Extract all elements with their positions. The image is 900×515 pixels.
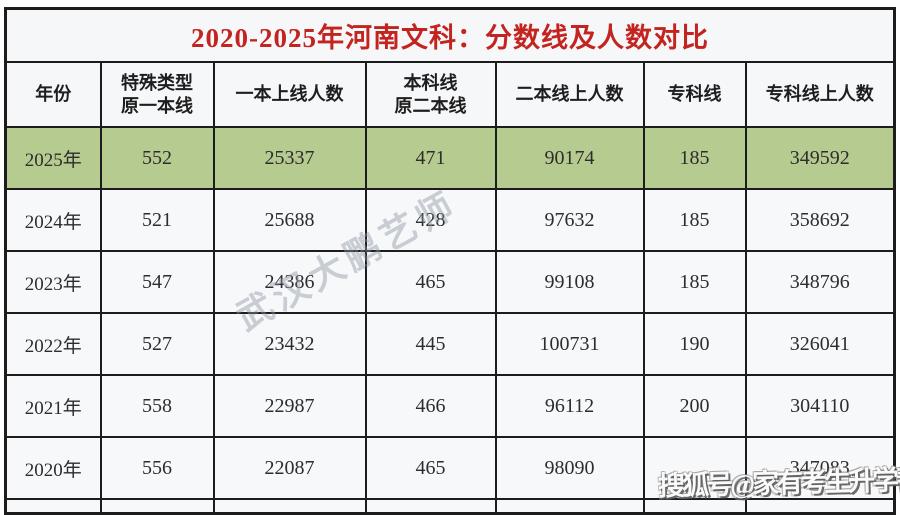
column-header: 专科线 xyxy=(642,61,747,128)
table-row: 2025年 552 25337 471 90174 185 349592 xyxy=(4,126,896,190)
value-cell: 358692 xyxy=(744,188,896,252)
year-cell: 2023年 xyxy=(4,250,102,314)
column-header: 二本线上人数 xyxy=(494,61,645,128)
table-row: 2022年 527 23432 445 100731 190 326041 xyxy=(4,312,896,376)
value-cell: 22087 xyxy=(212,436,367,500)
value-cell: 200 xyxy=(642,374,747,438)
value-cell: 465 xyxy=(364,436,497,500)
value-cell: 556 xyxy=(99,436,215,500)
clipped-cell xyxy=(212,498,367,515)
value-cell: 185 xyxy=(642,126,747,190)
value-cell: 97632 xyxy=(494,188,645,252)
value-cell: 23432 xyxy=(212,312,367,376)
clipped-cell xyxy=(99,498,215,515)
value-cell: 25688 xyxy=(212,188,367,252)
value-cell: 185 xyxy=(642,188,747,252)
value-cell: 558 xyxy=(99,374,215,438)
value-cell: 466 xyxy=(364,374,497,438)
value-cell xyxy=(642,436,747,500)
column-header: 年份 xyxy=(4,61,102,128)
value-cell: 547 xyxy=(99,250,215,314)
table-row: 2023年 547 24386 465 99108 185 348796 xyxy=(4,250,896,314)
title-row: 2020-2025年河南文科：分数线及人数对比 xyxy=(4,7,896,63)
value-cell: 527 xyxy=(99,312,215,376)
clipped-cell xyxy=(4,498,102,515)
clipped-cell xyxy=(364,498,497,515)
table-row: 2021年 558 22987 466 96112 200 304110 xyxy=(4,374,896,438)
value-cell: 445 xyxy=(364,312,497,376)
value-cell: 25337 xyxy=(212,126,367,190)
value-cell: 185 xyxy=(642,250,747,314)
year-cell: 2024年 xyxy=(4,188,102,252)
value-cell: 90174 xyxy=(494,126,645,190)
value-cell: 22987 xyxy=(212,374,367,438)
value-cell: 349592 xyxy=(744,126,896,190)
column-header: 本科线 原二本线 xyxy=(364,61,497,128)
value-cell: 471 xyxy=(364,126,497,190)
year-cell: 2025年 xyxy=(4,126,102,190)
year-cell: 2022年 xyxy=(4,312,102,376)
value-cell: 304110 xyxy=(744,374,896,438)
score-table: 2020-2025年河南文科：分数线及人数对比 年份 特殊类型 原一本线 一本上线人… xyxy=(4,7,897,515)
column-header: 专科线上人数 xyxy=(744,61,896,128)
value-cell: 100731 xyxy=(494,312,645,376)
value-cell: 98090 xyxy=(494,436,645,500)
header-row: 年份 特殊类型 原一本线 一本上线人数 本科线 原二本线 二本线上人数 专科线 专科线上人数 xyxy=(4,61,896,128)
table-body: 2025年 552 25337 471 90174 185 349592 2024年 521 25… xyxy=(4,126,896,515)
clipped-row xyxy=(4,498,896,515)
table-title: 2020-2025年河南文科：分数线及人数对比 xyxy=(4,7,896,63)
value-cell: 521 xyxy=(99,188,215,252)
column-header: 一本上线人数 xyxy=(212,61,367,128)
value-cell: 24386 xyxy=(212,250,367,314)
table-row: 2020年 556 22087 465 98090 347083 xyxy=(4,436,896,500)
table-row: 2024年 521 25688 428 97632 185 358692 xyxy=(4,188,896,252)
value-cell: 99108 xyxy=(494,250,645,314)
value-cell: 428 xyxy=(364,188,497,252)
score-table-container: 2020-2025年河南文科：分数线及人数对比 年份 特殊类型 原一本线 一本上线人… xyxy=(4,7,897,515)
value-cell: 190 xyxy=(642,312,747,376)
year-cell: 2021年 xyxy=(4,374,102,438)
value-cell: 347083 xyxy=(744,436,896,500)
value-cell: 348796 xyxy=(744,250,896,314)
clipped-cell xyxy=(642,498,747,515)
year-cell: 2020年 xyxy=(4,436,102,500)
value-cell: 552 xyxy=(99,126,215,190)
value-cell: 96112 xyxy=(494,374,645,438)
column-header: 特殊类型 原一本线 xyxy=(99,61,215,128)
clipped-cell xyxy=(494,498,645,515)
value-cell: 465 xyxy=(364,250,497,314)
clipped-cell xyxy=(744,498,896,515)
value-cell: 326041 xyxy=(744,312,896,376)
